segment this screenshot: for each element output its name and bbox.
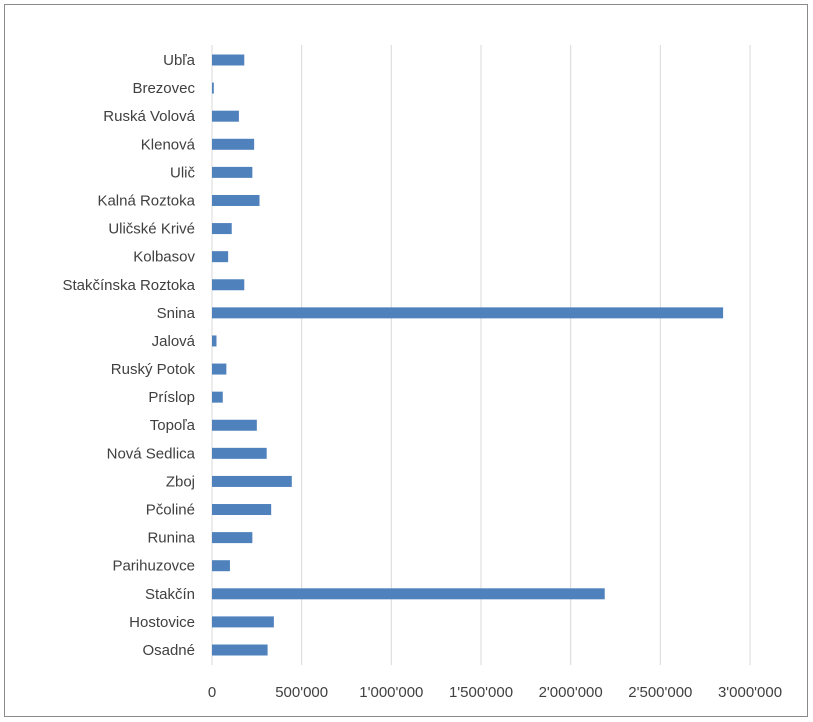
category-label: Snina bbox=[157, 305, 196, 322]
category-label: Klenová bbox=[141, 136, 196, 153]
category-label: Uličské Krivé bbox=[108, 221, 195, 238]
category-label: Príslop bbox=[148, 389, 195, 406]
bar bbox=[212, 419, 257, 431]
bar bbox=[212, 616, 274, 628]
category-label: Kalná Roztoka bbox=[97, 192, 195, 209]
bar bbox=[212, 363, 227, 375]
category-label: Jalová bbox=[152, 333, 196, 350]
x-tick-label: 1'000'000 bbox=[359, 684, 423, 701]
category-label: Stakčín bbox=[145, 586, 195, 603]
bar bbox=[212, 194, 260, 206]
bar bbox=[212, 54, 245, 66]
bar bbox=[212, 138, 255, 150]
bar bbox=[212, 475, 292, 487]
bar bbox=[212, 560, 230, 572]
category-label: Pčoliné bbox=[146, 502, 195, 519]
bar bbox=[212, 335, 217, 347]
bar bbox=[212, 251, 229, 263]
category-label: Zboj bbox=[166, 473, 195, 490]
bars bbox=[212, 54, 724, 656]
x-tick-label: 3'000'000 bbox=[718, 684, 782, 701]
x-tick-labels: 0 500'000 1'000'000 1'500'000 2'000'000 2'500… bbox=[208, 684, 782, 701]
category-label: Parihuzovce bbox=[112, 558, 195, 575]
bar bbox=[212, 82, 214, 94]
x-tick-label: 2'000'000 bbox=[539, 684, 603, 701]
category-label: Ulič bbox=[170, 164, 195, 181]
bar bbox=[212, 447, 267, 459]
bar bbox=[212, 504, 272, 516]
x-tick-label: 0 bbox=[208, 684, 216, 701]
bar bbox=[212, 223, 232, 235]
category-label: Ubľa bbox=[163, 52, 196, 69]
category-label: Topoľa bbox=[150, 417, 196, 434]
category-label: Osadné bbox=[142, 642, 195, 659]
x-tick-label: 1'500'000 bbox=[449, 684, 513, 701]
bar bbox=[212, 307, 724, 319]
bar bbox=[212, 279, 245, 291]
bar bbox=[212, 532, 253, 544]
category-label: Runina bbox=[147, 530, 195, 547]
x-tick-label: 2'500'000 bbox=[628, 684, 692, 701]
x-tick-label: 500'000 bbox=[275, 684, 328, 701]
category-label: Ruský Potok bbox=[111, 361, 196, 378]
bar bbox=[212, 391, 223, 403]
category-label: Kolbasov bbox=[133, 249, 195, 266]
category-labels: Ubľa Brezovec Ruská Volová Klenová Ulič Kalná… bbox=[62, 52, 195, 659]
bar bbox=[212, 644, 268, 656]
gridlines bbox=[211, 45, 751, 665]
bar bbox=[212, 588, 605, 600]
category-label: Ruská Volová bbox=[103, 108, 195, 125]
category-label: Brezovec bbox=[132, 80, 195, 97]
bar bbox=[212, 110, 239, 122]
category-label: Hostovice bbox=[129, 614, 195, 631]
category-label: Stakčínska Roztoka bbox=[62, 277, 195, 294]
bar bbox=[212, 166, 253, 178]
category-label: Nová Sedlica bbox=[107, 445, 196, 462]
